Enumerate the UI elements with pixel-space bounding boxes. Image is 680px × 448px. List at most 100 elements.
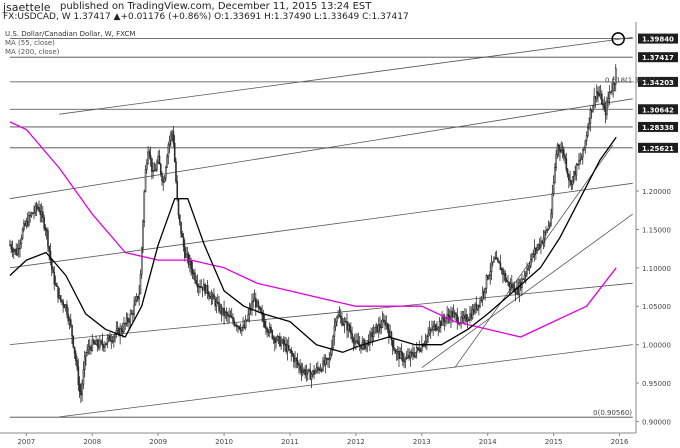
candle-216 bbox=[282, 336, 285, 353]
candle-2 bbox=[11, 240, 14, 258]
candle-375 bbox=[484, 287, 487, 301]
candle-255 bbox=[332, 334, 334, 351]
author-name[interactable]: jsaettele bbox=[3, 1, 51, 14]
candle-253 bbox=[329, 349, 332, 361]
candle-298 bbox=[386, 322, 389, 334]
candle-239 bbox=[312, 369, 314, 378]
candle-471 bbox=[606, 96, 608, 120]
candle-13 bbox=[25, 217, 28, 229]
candle-195 bbox=[256, 299, 258, 308]
candle-144 bbox=[191, 261, 194, 280]
candle-146 bbox=[194, 268, 196, 284]
svg-text:1.28338: 1.28338 bbox=[642, 124, 674, 132]
candle-171 bbox=[225, 307, 228, 322]
candle-330 bbox=[427, 326, 429, 344]
circle-marker bbox=[611, 32, 625, 46]
candle-246 bbox=[320, 367, 323, 373]
candle-469 bbox=[603, 96, 606, 112]
candle-434 bbox=[559, 143, 561, 161]
candle-378 bbox=[488, 274, 490, 281]
candle-197 bbox=[258, 305, 261, 311]
candle-454 bbox=[584, 139, 587, 154]
candle-461 bbox=[593, 87, 596, 109]
candle-81 bbox=[111, 335, 114, 344]
candle-462 bbox=[594, 95, 597, 108]
candle-207 bbox=[271, 329, 274, 341]
candle-425 bbox=[547, 220, 550, 231]
candle-147 bbox=[195, 275, 198, 286]
candle-169 bbox=[223, 300, 225, 325]
candle-310 bbox=[402, 351, 404, 367]
candle-243 bbox=[317, 361, 319, 374]
candle-139 bbox=[185, 247, 187, 259]
candle-465 bbox=[598, 86, 601, 98]
candle-1 bbox=[10, 240, 13, 254]
candle-476 bbox=[612, 76, 615, 98]
candle-10 bbox=[21, 227, 24, 241]
candle-167 bbox=[220, 303, 223, 322]
candle-127 bbox=[170, 130, 172, 148]
candle-302 bbox=[391, 339, 394, 355]
candle-135 bbox=[180, 221, 182, 238]
candle-384 bbox=[495, 250, 498, 260]
candle-350 bbox=[452, 304, 455, 318]
candle-80 bbox=[110, 334, 113, 349]
candle-166 bbox=[219, 303, 222, 315]
candle-70 bbox=[97, 338, 100, 350]
candle-306 bbox=[396, 346, 399, 361]
candle-449 bbox=[578, 153, 580, 170]
candle-79 bbox=[109, 332, 111, 342]
candle-64 bbox=[90, 344, 92, 355]
candle-162 bbox=[214, 296, 217, 311]
candle-240 bbox=[313, 364, 315, 379]
candle-303 bbox=[393, 338, 395, 352]
candle-237 bbox=[309, 363, 312, 380]
candle-35 bbox=[53, 266, 56, 291]
candle-472 bbox=[607, 91, 609, 108]
candle-426 bbox=[549, 221, 551, 229]
candle-118 bbox=[158, 149, 161, 165]
candle-183 bbox=[241, 326, 243, 337]
candle-265 bbox=[345, 317, 347, 323]
candle-258 bbox=[336, 315, 338, 327]
candle-409 bbox=[527, 264, 530, 271]
candle-61 bbox=[86, 344, 89, 357]
candle-453 bbox=[583, 146, 585, 152]
candle-238 bbox=[310, 371, 313, 389]
candle-424 bbox=[546, 228, 549, 234]
candle-230 bbox=[300, 362, 303, 382]
candle-429 bbox=[552, 175, 555, 197]
candle-322 bbox=[417, 346, 419, 351]
candle-363 bbox=[469, 305, 471, 324]
candle-361 bbox=[466, 314, 469, 329]
candle-50 bbox=[72, 335, 75, 349]
candle-281 bbox=[365, 343, 367, 352]
chart-header: jsaettele published on TradingView.com, … bbox=[0, 0, 680, 22]
candle-46 bbox=[67, 307, 70, 325]
candle-17 bbox=[30, 211, 33, 218]
candle-254 bbox=[331, 339, 333, 357]
candle-346 bbox=[447, 308, 450, 324]
candle-136 bbox=[181, 230, 184, 238]
candle-381 bbox=[492, 261, 494, 267]
candle-437 bbox=[563, 146, 565, 161]
candle-182 bbox=[239, 323, 242, 334]
candle-460 bbox=[592, 104, 594, 113]
candle-467 bbox=[601, 90, 603, 106]
candle-98 bbox=[133, 296, 135, 319]
candle-215 bbox=[281, 338, 284, 344]
candle-19 bbox=[33, 205, 35, 220]
candle-175 bbox=[230, 307, 233, 319]
candle-247 bbox=[322, 356, 324, 373]
candle-151 bbox=[200, 279, 203, 289]
candle-288 bbox=[374, 326, 376, 334]
candle-42 bbox=[62, 298, 64, 313]
candle-407 bbox=[524, 271, 527, 284]
candle-262 bbox=[341, 312, 343, 327]
candle-107 bbox=[144, 164, 147, 193]
candle-229 bbox=[299, 359, 301, 375]
candle-340 bbox=[440, 320, 442, 333]
candle-377 bbox=[486, 275, 489, 281]
candle-90 bbox=[123, 316, 125, 334]
